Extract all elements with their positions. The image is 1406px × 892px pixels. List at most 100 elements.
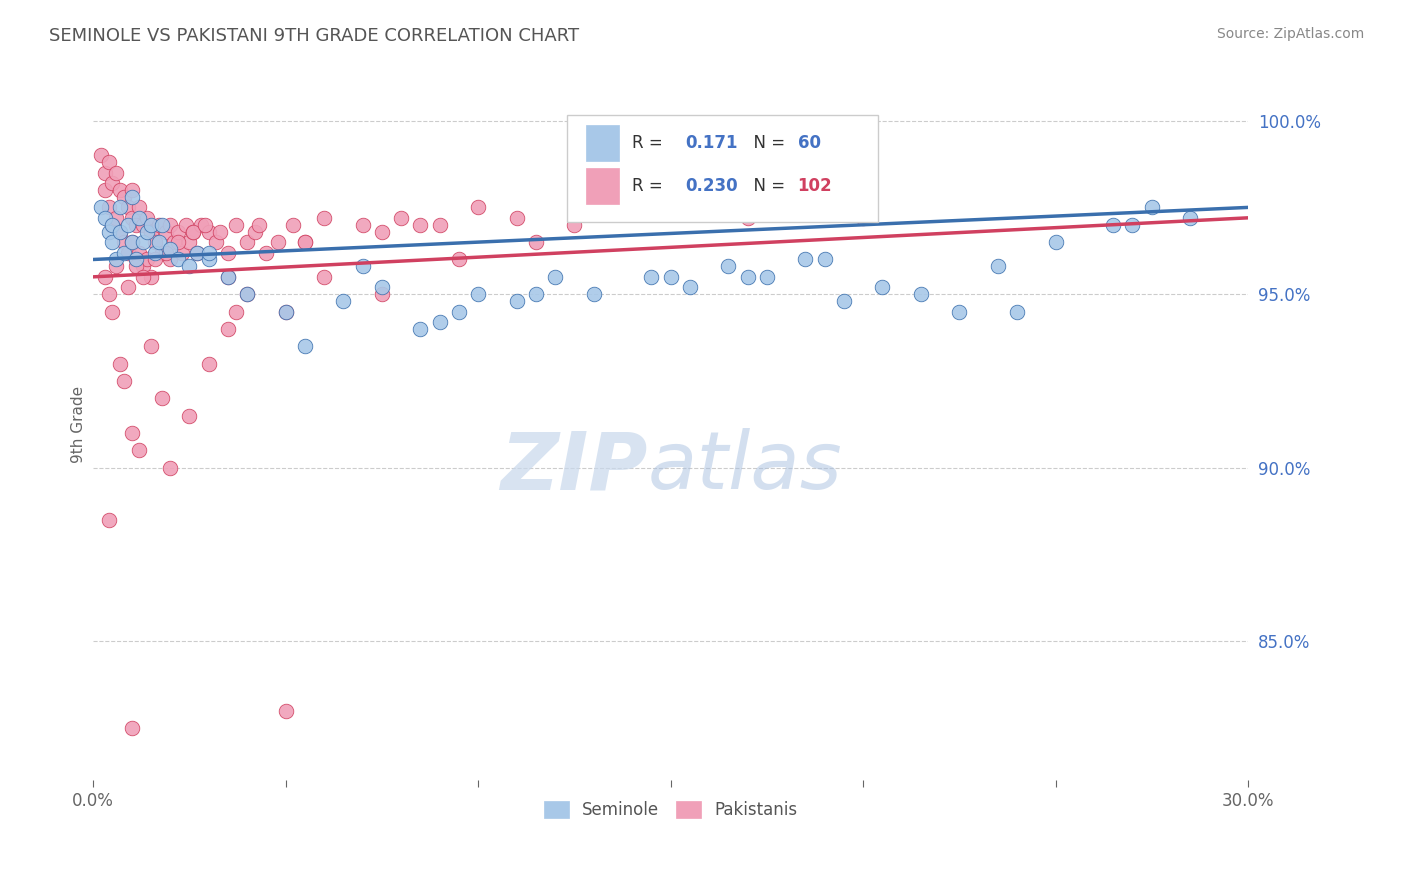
Point: [181, 225, 204, 239]
Point: [159, 218, 181, 232]
Point: [813, 252, 835, 267]
Point: [152, 392, 174, 406]
Point: [139, 225, 162, 239]
Text: Source: ZipAtlas.com: Source: ZipAtlas.com: [1216, 27, 1364, 41]
Point: [97, 155, 120, 169]
Point: [794, 252, 817, 267]
Point: [737, 269, 759, 284]
Point: [105, 260, 128, 274]
Point: [159, 242, 181, 256]
Point: [179, 235, 201, 249]
Point: [93, 166, 115, 180]
Point: [101, 218, 124, 232]
Point: [108, 183, 131, 197]
Point: [186, 245, 208, 260]
Point: [128, 201, 150, 215]
Text: ZIP: ZIP: [501, 428, 648, 506]
Point: [101, 304, 124, 318]
Point: [139, 218, 162, 232]
Point: [371, 287, 394, 301]
Point: [254, 245, 277, 260]
Point: [117, 280, 139, 294]
Text: R =: R =: [633, 177, 668, 195]
Point: [217, 269, 239, 284]
Point: [93, 269, 115, 284]
Point: [101, 176, 124, 190]
Point: [236, 235, 259, 249]
Point: [314, 269, 336, 284]
Point: [159, 252, 181, 267]
Point: [352, 260, 374, 274]
Point: [179, 260, 201, 274]
Point: [640, 201, 662, 215]
Point: [679, 280, 702, 294]
Text: 60: 60: [797, 135, 821, 153]
Point: [174, 218, 197, 232]
Point: [197, 357, 219, 371]
Point: [197, 225, 219, 239]
Text: 102: 102: [797, 177, 832, 195]
Point: [167, 252, 190, 267]
Point: [148, 218, 170, 232]
Point: [124, 218, 146, 232]
Point: [132, 269, 155, 284]
Point: [352, 218, 374, 232]
Point: [90, 201, 112, 215]
FancyBboxPatch shape: [567, 115, 879, 221]
Point: [105, 211, 128, 225]
Point: [121, 190, 143, 204]
Point: [143, 252, 166, 267]
Point: [274, 704, 297, 718]
Point: [121, 235, 143, 249]
Point: [429, 315, 451, 329]
Point: [108, 357, 131, 371]
Point: [737, 211, 759, 225]
Point: [562, 218, 585, 232]
Point: [170, 245, 193, 260]
Point: [108, 201, 131, 215]
Text: N =: N =: [744, 177, 790, 195]
Point: [132, 235, 155, 249]
Point: [1140, 201, 1163, 215]
Point: [832, 294, 855, 309]
Point: [90, 148, 112, 162]
Point: [121, 183, 143, 197]
Point: [186, 245, 208, 260]
Point: [136, 252, 159, 267]
Point: [717, 260, 740, 274]
Point: [524, 287, 547, 301]
Point: [143, 235, 166, 249]
Point: [582, 201, 605, 215]
Text: atlas: atlas: [648, 428, 842, 506]
Point: [209, 225, 232, 239]
Point: [152, 218, 174, 232]
Point: [217, 245, 239, 260]
Point: [243, 225, 266, 239]
Point: [105, 252, 128, 267]
Point: [467, 201, 489, 215]
Point: [225, 304, 247, 318]
Point: [128, 245, 150, 260]
Point: [139, 339, 162, 353]
Point: [1102, 218, 1125, 232]
Bar: [586, 169, 619, 203]
Point: [97, 225, 120, 239]
Point: [139, 269, 162, 284]
Point: [236, 287, 259, 301]
Point: [97, 287, 120, 301]
Point: [117, 218, 139, 232]
Point: [152, 245, 174, 260]
Point: [283, 218, 305, 232]
Point: [371, 280, 394, 294]
Point: [101, 218, 124, 232]
Point: [163, 235, 186, 249]
Point: [524, 235, 547, 249]
Point: [582, 287, 605, 301]
Point: [97, 201, 120, 215]
Point: [217, 269, 239, 284]
Point: [314, 211, 336, 225]
Point: [910, 287, 932, 301]
Text: N =: N =: [744, 135, 790, 153]
Point: [167, 235, 190, 249]
Point: [121, 235, 143, 249]
